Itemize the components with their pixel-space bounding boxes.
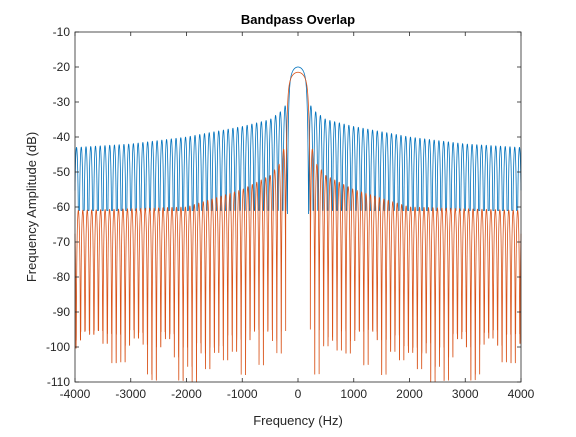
x-tick-label: -3000 bbox=[115, 387, 146, 401]
x-axis-label: Frequency (Hz) bbox=[253, 413, 343, 428]
x-tick-label: -4000 bbox=[60, 387, 91, 401]
series-line-1 bbox=[74, 66, 522, 215]
x-tick-label: 2000 bbox=[396, 387, 423, 401]
y-tick-label: -60 bbox=[53, 200, 71, 214]
y-tick-label: -80 bbox=[53, 270, 71, 284]
y-tick-label: -10 bbox=[53, 25, 71, 39]
y-tick-label: -50 bbox=[53, 165, 71, 179]
y-tick-label: -30 bbox=[53, 95, 71, 109]
x-tick-label: 1000 bbox=[340, 387, 367, 401]
chart-title: Bandpass Overlap bbox=[241, 12, 355, 27]
x-tick-label: 4000 bbox=[508, 387, 535, 401]
y-tick-label: -90 bbox=[53, 305, 71, 319]
x-tick-label: -2000 bbox=[171, 387, 202, 401]
x-ticks: -4000 -3000 -2000 -1000 0 1000 2000 3000 4000 bbox=[60, 32, 535, 401]
series-line-2 bbox=[74, 71, 522, 383]
plot-area bbox=[75, 32, 521, 382]
y-ticks: -10 -20 -30 -40 -50 -60 -70 -80 -90 -100 -110 bbox=[46, 25, 521, 389]
x-tick-label: -1000 bbox=[227, 387, 258, 401]
y-tick-label: -110 bbox=[47, 375, 70, 389]
x-tick-label: 0 bbox=[295, 387, 302, 401]
y-axis-label: Frequency Amplitude (dB) bbox=[24, 132, 39, 282]
y-tick-label: -20 bbox=[53, 60, 71, 74]
y-tick-label: -100 bbox=[46, 340, 70, 354]
y-tick-label: -40 bbox=[53, 130, 71, 144]
x-tick-label: 3000 bbox=[452, 387, 479, 401]
y-tick-label: -70 bbox=[53, 235, 71, 249]
series-layer bbox=[74, 66, 522, 383]
